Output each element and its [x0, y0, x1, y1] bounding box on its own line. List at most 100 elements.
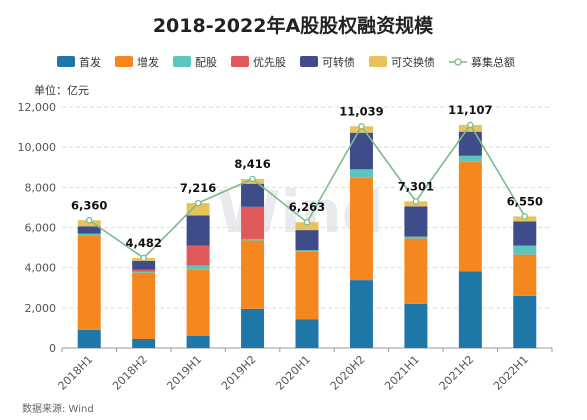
legend: 首发 增发 配股 优先股 可转债 可交换债 募集总额	[57, 55, 515, 69]
x-axis: 2018H1 2018H2 2019H1 2019H2 2020H1 2020H2 2021…	[56, 348, 553, 393]
y-tick-label: 4,000	[25, 262, 57, 275]
total-label: 6,550	[507, 194, 543, 208]
y-tick-label: 6,000	[25, 222, 57, 235]
x-tick-label: 2018H2	[110, 353, 150, 393]
y-tick-label: 10,000	[18, 141, 57, 154]
legend-label: 增发	[137, 55, 159, 69]
bar-segment	[295, 230, 319, 251]
total-point	[303, 218, 311, 226]
bar-segment	[513, 221, 537, 246]
total-label: 7,301	[398, 179, 434, 193]
bar-segment	[132, 338, 156, 348]
bar-segment	[513, 295, 537, 348]
total-line: 6,360 4,482 7,216 8,416 6,263 11,039 7,301 11,1…	[71, 103, 543, 262]
bar-segment	[186, 269, 210, 336]
bar-segment	[458, 271, 482, 348]
legend-item: 首发	[57, 55, 101, 69]
bar-segment	[77, 233, 101, 236]
legend-item: 可交换债	[369, 55, 435, 69]
bar-segment	[458, 155, 482, 162]
total-label: 6,263	[289, 200, 325, 214]
bar-segment	[132, 272, 156, 339]
x-tick-label: 2022H1	[491, 353, 531, 393]
x-tick-label: 2021H1	[382, 353, 422, 393]
bar-segment	[77, 226, 101, 234]
y-tick-label: 2,000	[25, 302, 57, 315]
total-point	[140, 254, 147, 262]
chart-title: 2018-2022年A股股权融资规模	[153, 14, 434, 37]
bar-segment	[241, 183, 265, 207]
bar-segment	[458, 161, 482, 272]
bar-segment	[404, 238, 428, 304]
bar-segment	[404, 236, 428, 239]
bar-segment	[77, 235, 101, 330]
legend-label: 可转债	[322, 55, 355, 69]
total-label: 6,360	[71, 198, 107, 212]
x-tick-label: 2019H2	[219, 353, 259, 393]
legend-marker	[454, 58, 462, 66]
source-note: 数据来源: Wind	[22, 402, 94, 415]
legend-swatch	[115, 56, 133, 67]
bar-segment	[295, 319, 319, 348]
legend-label: 可交换债	[391, 55, 435, 69]
x-tick-label: 2020H1	[273, 353, 313, 393]
total-label: 11,107	[448, 103, 492, 117]
bar-segment	[513, 245, 537, 255]
legend-item: 增发	[115, 55, 159, 69]
bar-segment	[295, 251, 319, 320]
y-tick-label: 12,000	[18, 101, 57, 114]
y-tick-label: 8,000	[25, 181, 57, 194]
x-tick-label: 2019H1	[164, 353, 204, 393]
y-tick-label: 0	[49, 342, 56, 355]
x-tick-label: 2018H1	[56, 353, 96, 393]
legend-label: 优先股	[253, 56, 286, 69]
bar-segment	[186, 335, 210, 348]
bar-segment	[241, 238, 265, 241]
total-point	[521, 213, 529, 220]
legend-swatch	[57, 56, 75, 67]
total-label: 4,482	[125, 236, 161, 250]
total-point	[467, 121, 474, 129]
x-tick-label: 2020H2	[328, 353, 368, 393]
total-label: 11,039	[339, 104, 383, 118]
legend-item: 优先股	[231, 56, 286, 69]
bars	[77, 124, 537, 348]
bar-segment	[186, 215, 210, 246]
bar-segment	[186, 265, 210, 270]
bar-segment	[295, 250, 319, 252]
legend-swatch	[369, 56, 387, 67]
bar-segment	[458, 124, 482, 132]
total-label: 7,216	[180, 181, 216, 195]
bar-segment	[349, 177, 373, 281]
bar-segment	[404, 303, 428, 348]
bar-segment	[458, 131, 482, 156]
total-point	[412, 198, 420, 205]
bar-segment	[241, 206, 265, 239]
bar-segment	[241, 240, 265, 309]
total-point	[358, 123, 365, 130]
bar-segment	[349, 132, 373, 170]
legend-swatch	[173, 56, 191, 67]
total-point	[249, 175, 256, 183]
bar-segment	[132, 269, 156, 272]
bar-segment	[349, 280, 373, 348]
total-label: 8,416	[234, 157, 270, 171]
legend-item: 募集总额	[449, 55, 515, 69]
total-point	[85, 217, 93, 224]
legend-label: 募集总额	[471, 55, 515, 69]
total-point	[194, 199, 202, 207]
bar-segment	[295, 222, 319, 231]
x-tick-label: 2021H2	[437, 353, 477, 393]
legend-item: 配股	[173, 56, 217, 69]
unit-label: 单位：亿元	[34, 83, 89, 97]
bar-segment	[186, 203, 210, 216]
legend-swatch	[300, 56, 318, 67]
bar-segment	[241, 308, 265, 348]
legend-swatch	[231, 56, 249, 67]
legend-label: 配股	[195, 56, 217, 69]
bar-segment	[513, 254, 537, 296]
bar-segment	[77, 329, 101, 348]
legend-label: 首发	[79, 55, 101, 69]
